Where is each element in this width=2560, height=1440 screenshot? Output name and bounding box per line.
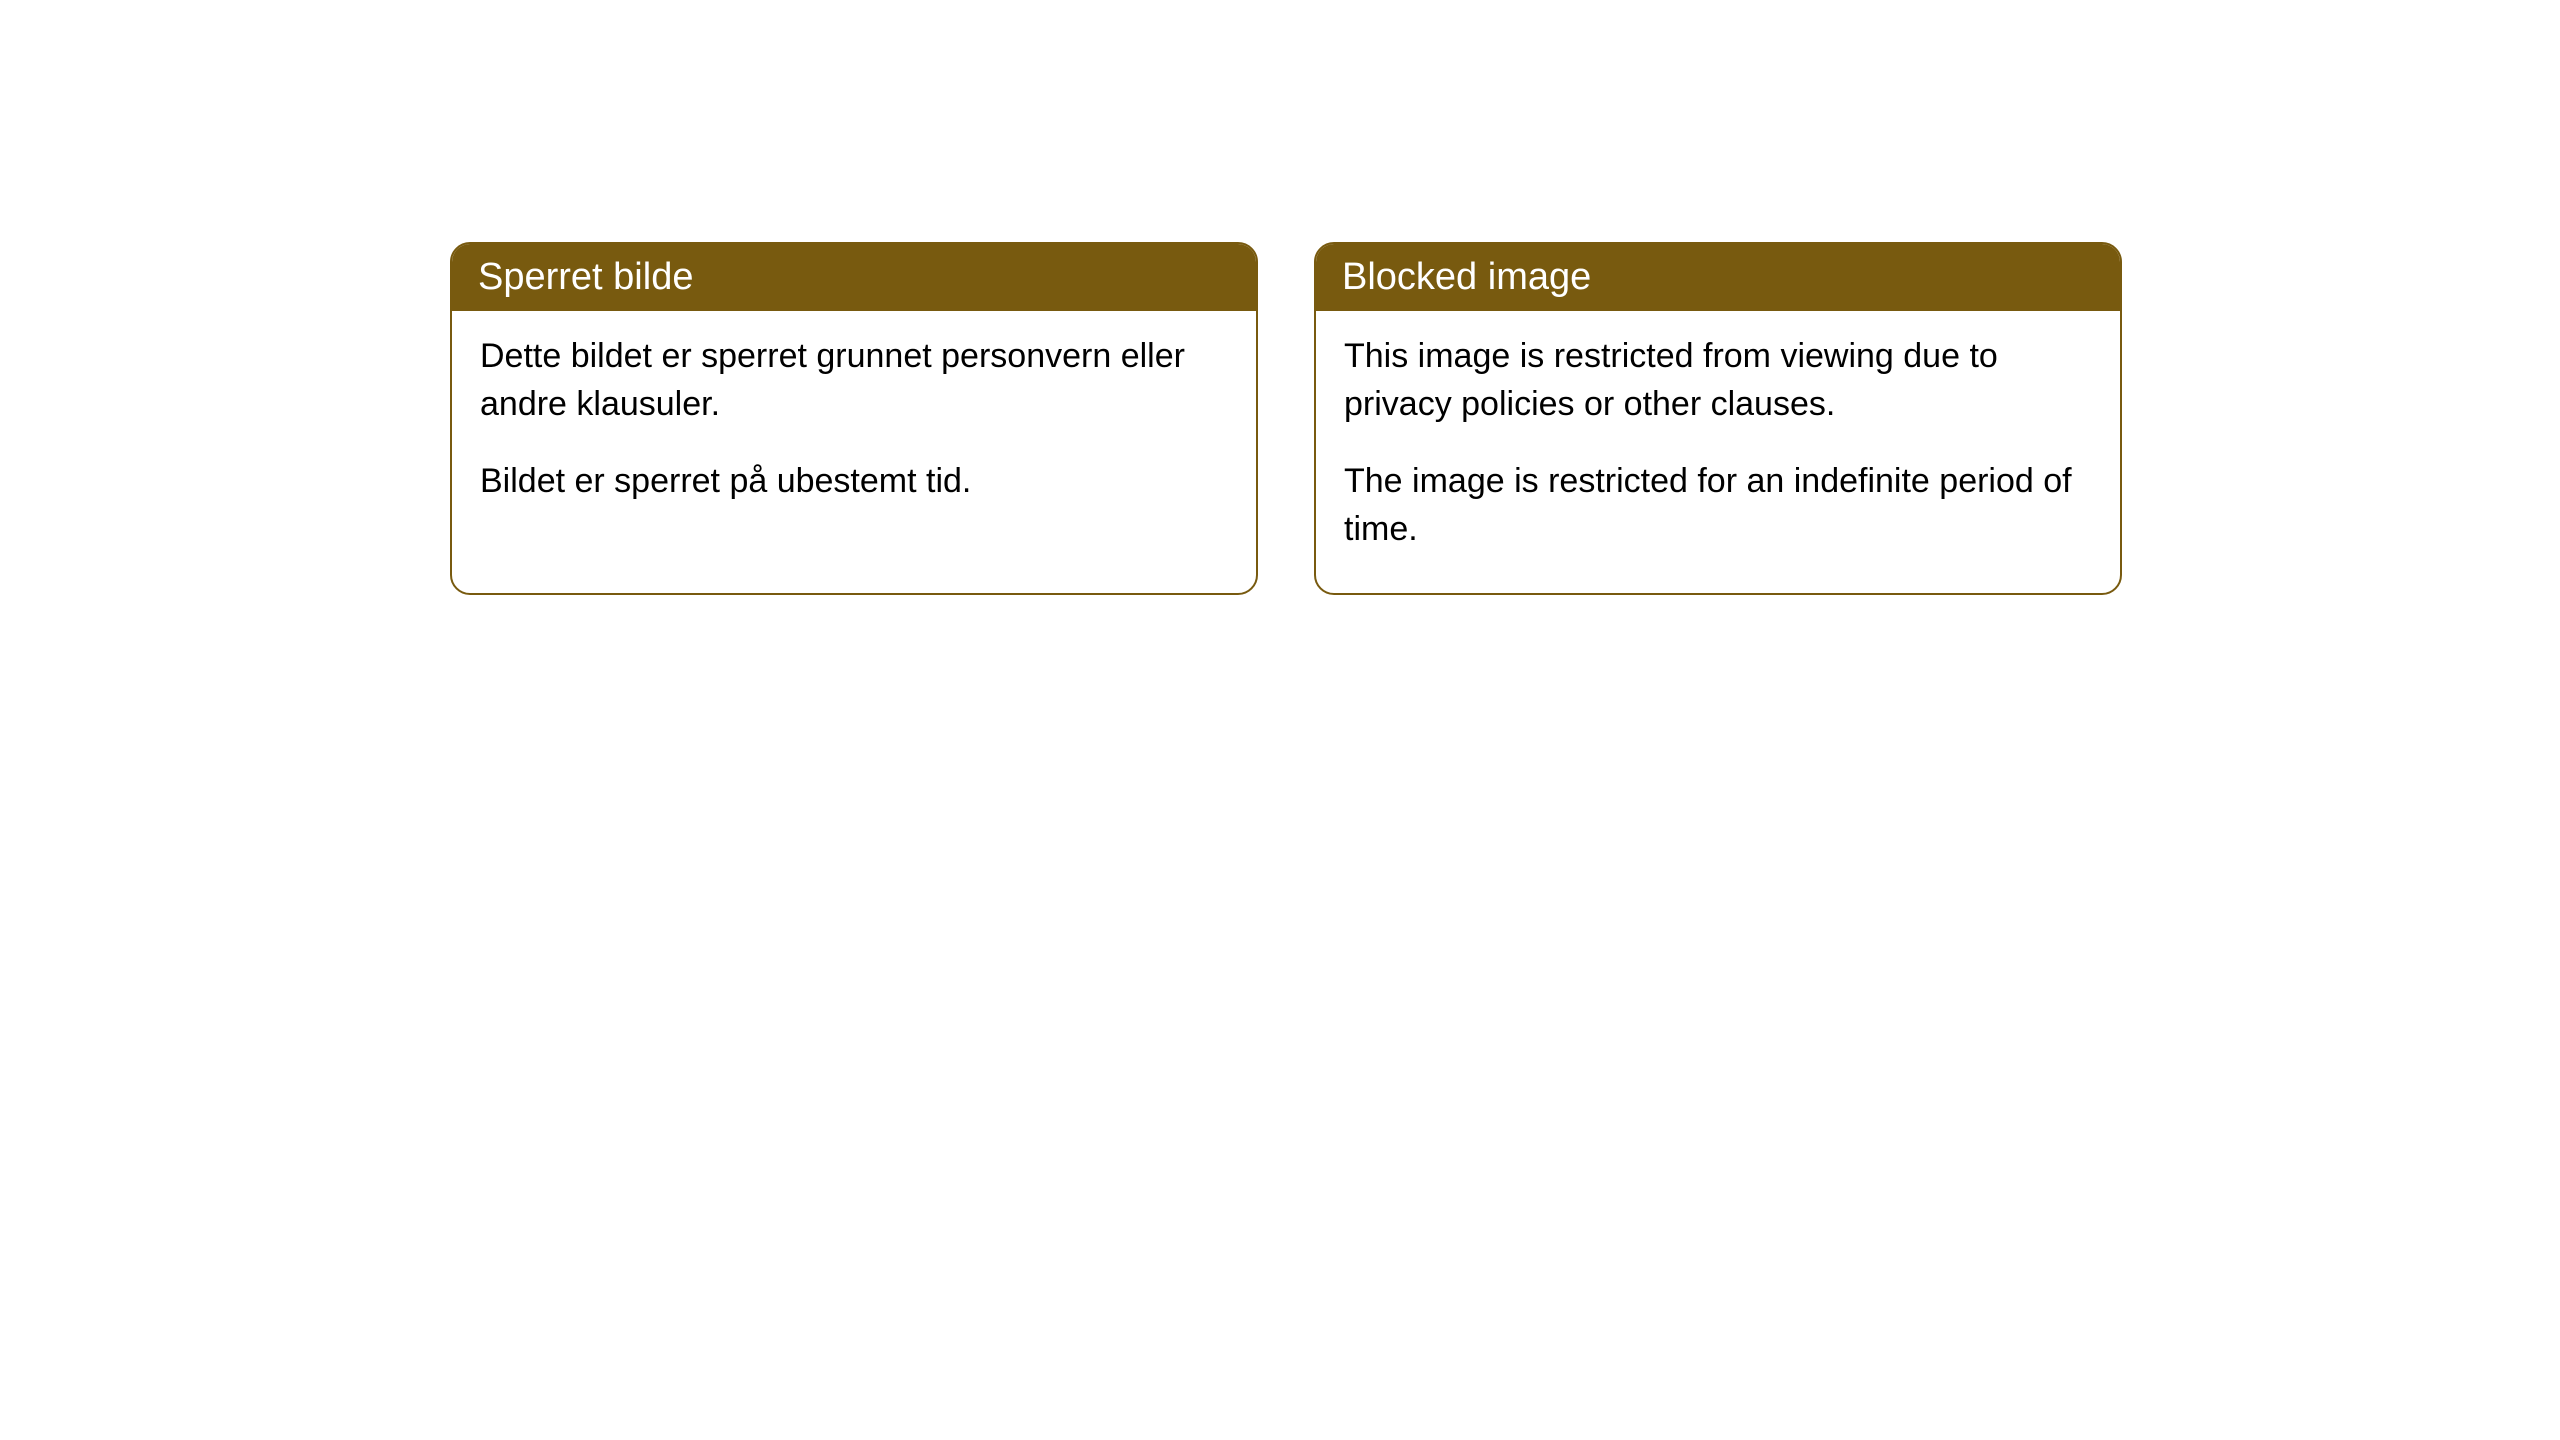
card-paragraph: The image is restricted for an indefinit… (1344, 458, 2092, 553)
card-paragraph: This image is restricted from viewing du… (1344, 333, 2092, 428)
notice-cards-container: Sperret bilde Dette bildet er sperret gr… (450, 242, 2122, 595)
notice-card-english: Blocked image This image is restricted f… (1314, 242, 2122, 595)
notice-card-norwegian: Sperret bilde Dette bildet er sperret gr… (450, 242, 1258, 595)
card-header-norwegian: Sperret bilde (452, 244, 1256, 311)
card-header-english: Blocked image (1316, 244, 2120, 311)
card-paragraph: Dette bildet er sperret grunnet personve… (480, 333, 1228, 428)
card-title: Blocked image (1342, 256, 1591, 298)
card-title: Sperret bilde (478, 256, 693, 298)
card-body-norwegian: Dette bildet er sperret grunnet personve… (452, 311, 1256, 546)
card-body-english: This image is restricted from viewing du… (1316, 311, 2120, 593)
card-paragraph: Bildet er sperret på ubestemt tid. (480, 458, 1228, 506)
